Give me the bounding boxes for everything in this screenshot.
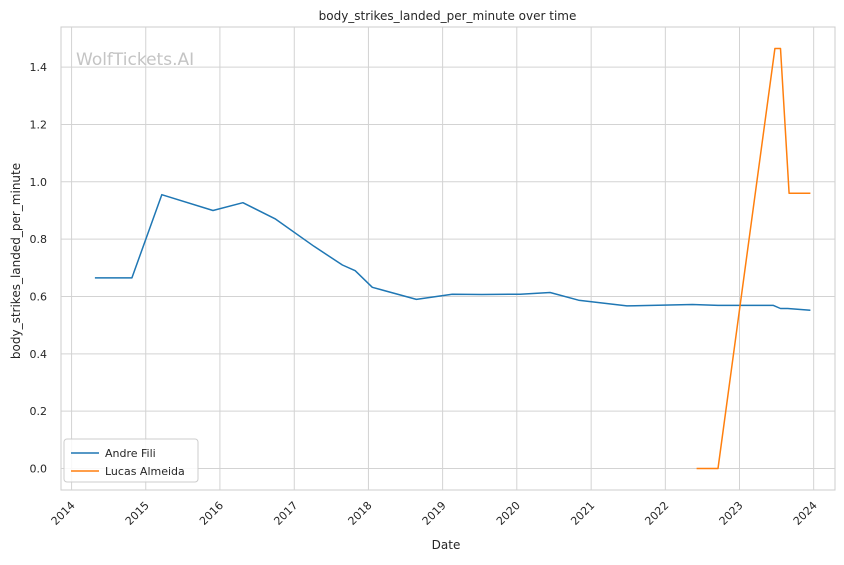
- legend-label-andre-fili: Andre Fili: [105, 447, 156, 460]
- y-tick-label: 0.2: [30, 405, 48, 418]
- legend: Andre Fili Lucas Almeida: [63, 438, 199, 483]
- x-tick-label: 2018: [346, 499, 375, 528]
- y-tick-label: 1.0: [30, 176, 48, 189]
- x-tick-label: 2015: [123, 499, 152, 528]
- legend-label-lucas-almeida: Lucas Almeida: [105, 465, 185, 478]
- chart-title: body_strikes_landed_per_minute over time: [319, 9, 577, 23]
- y-tick-label: 1.4: [30, 61, 48, 74]
- plot-frame: [60, 26, 836, 491]
- watermark: WolfTickets.AI: [76, 50, 194, 70]
- y-axis-label: body_strikes_landed_per_minute: [9, 163, 23, 359]
- y-tick-label: 0.8: [30, 233, 48, 246]
- x-tick-label: 2017: [271, 499, 300, 528]
- x-tick-label: 2023: [717, 499, 746, 528]
- x-tick-label: 2024: [791, 499, 820, 528]
- series-line-lucas-almeida: [696, 47, 811, 470]
- series-line-andre-fili: [94, 193, 811, 311]
- x-axis-label: Date: [432, 538, 461, 552]
- series-lines: [94, 47, 811, 470]
- grid: [60, 26, 836, 491]
- x-tick-label: 2019: [420, 499, 449, 528]
- y-tick-label: 0.0: [30, 462, 48, 475]
- x-tick-label: 2022: [642, 499, 671, 528]
- y-tick-label: 0.6: [30, 290, 48, 303]
- y-tick-label: 0.4: [30, 348, 48, 361]
- y-tick-label: 1.2: [30, 118, 48, 131]
- x-tick-label: 2021: [568, 499, 597, 528]
- x-tick-label: 2014: [49, 499, 78, 528]
- x-tick-label: 2020: [494, 499, 523, 528]
- x-tick-label: 2016: [197, 499, 226, 528]
